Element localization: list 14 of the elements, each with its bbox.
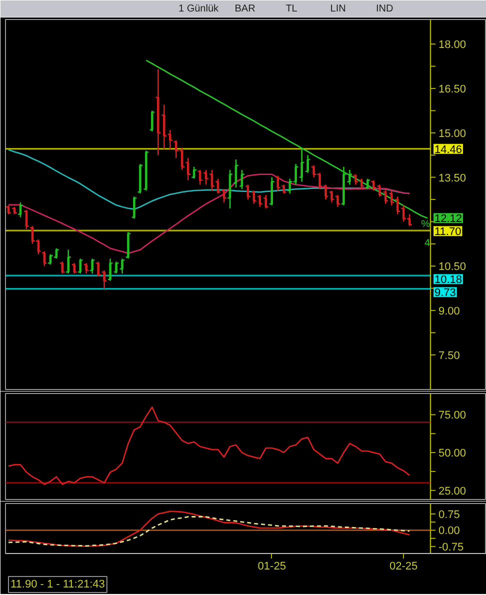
- text: BAR: [234, 4, 256, 14]
- text: 11.90 - 1 - 11:21:43: [10, 578, 105, 590]
- x-tick-label: 02-25: [389, 560, 418, 572]
- text: LIN: [330, 4, 346, 14]
- text: IND: [376, 4, 394, 14]
- y-tick-label: 0.75: [438, 508, 460, 521]
- y-tick-label: 25.00: [438, 485, 466, 498]
- y-tick-label: 50.00: [438, 448, 466, 460]
- x-tick-label: 01-25: [258, 560, 286, 572]
- y-tick-label: 75.00: [438, 410, 466, 422]
- y-tick-label: -0.75: [438, 542, 464, 554]
- y-tick-label: 0.00: [438, 525, 460, 538]
- text: TL: [286, 4, 298, 14]
- text: 1 Günlük: [178, 4, 220, 14]
